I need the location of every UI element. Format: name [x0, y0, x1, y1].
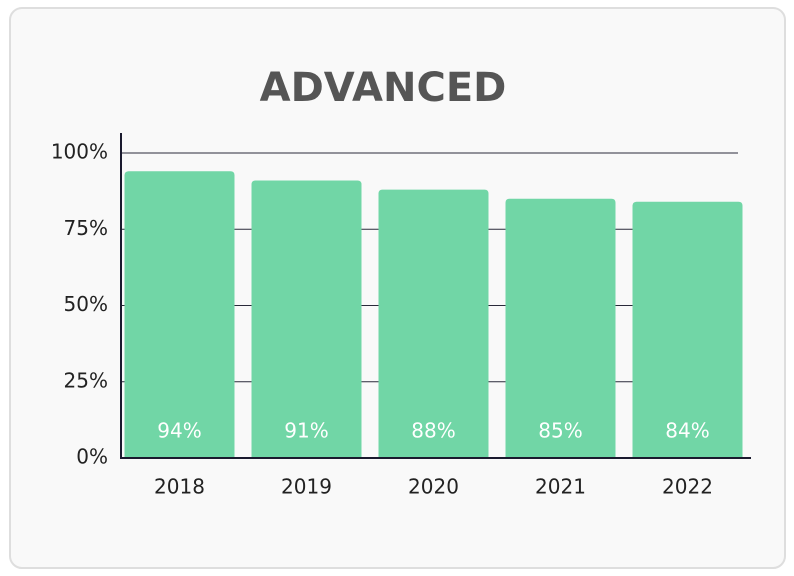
- y-tick-label: 100%: [51, 140, 108, 164]
- bar: [632, 201, 743, 459]
- y-tick-label: 50%: [64, 292, 108, 316]
- value-label: 85%: [538, 419, 582, 443]
- x-tick-label: 2018: [154, 475, 205, 499]
- value-label: 84%: [665, 419, 709, 443]
- value-label: 94%: [157, 419, 201, 443]
- y-tick-label: 75%: [64, 216, 108, 240]
- y-tick-label: 0%: [76, 445, 108, 469]
- x-tick-label: 2020: [408, 475, 459, 499]
- x-tick-label: 2021: [535, 475, 586, 499]
- chart-title: ADVANCED: [260, 65, 507, 111]
- bar: [505, 198, 616, 458]
- y-tick-label: 25%: [64, 368, 108, 392]
- bar: [378, 189, 489, 458]
- value-label: 91%: [284, 419, 328, 443]
- x-tick-label: 2022: [662, 475, 713, 499]
- x-tick-label: 2019: [281, 475, 332, 499]
- bar: [251, 180, 362, 458]
- bar: [124, 171, 235, 459]
- value-label: 88%: [411, 419, 455, 443]
